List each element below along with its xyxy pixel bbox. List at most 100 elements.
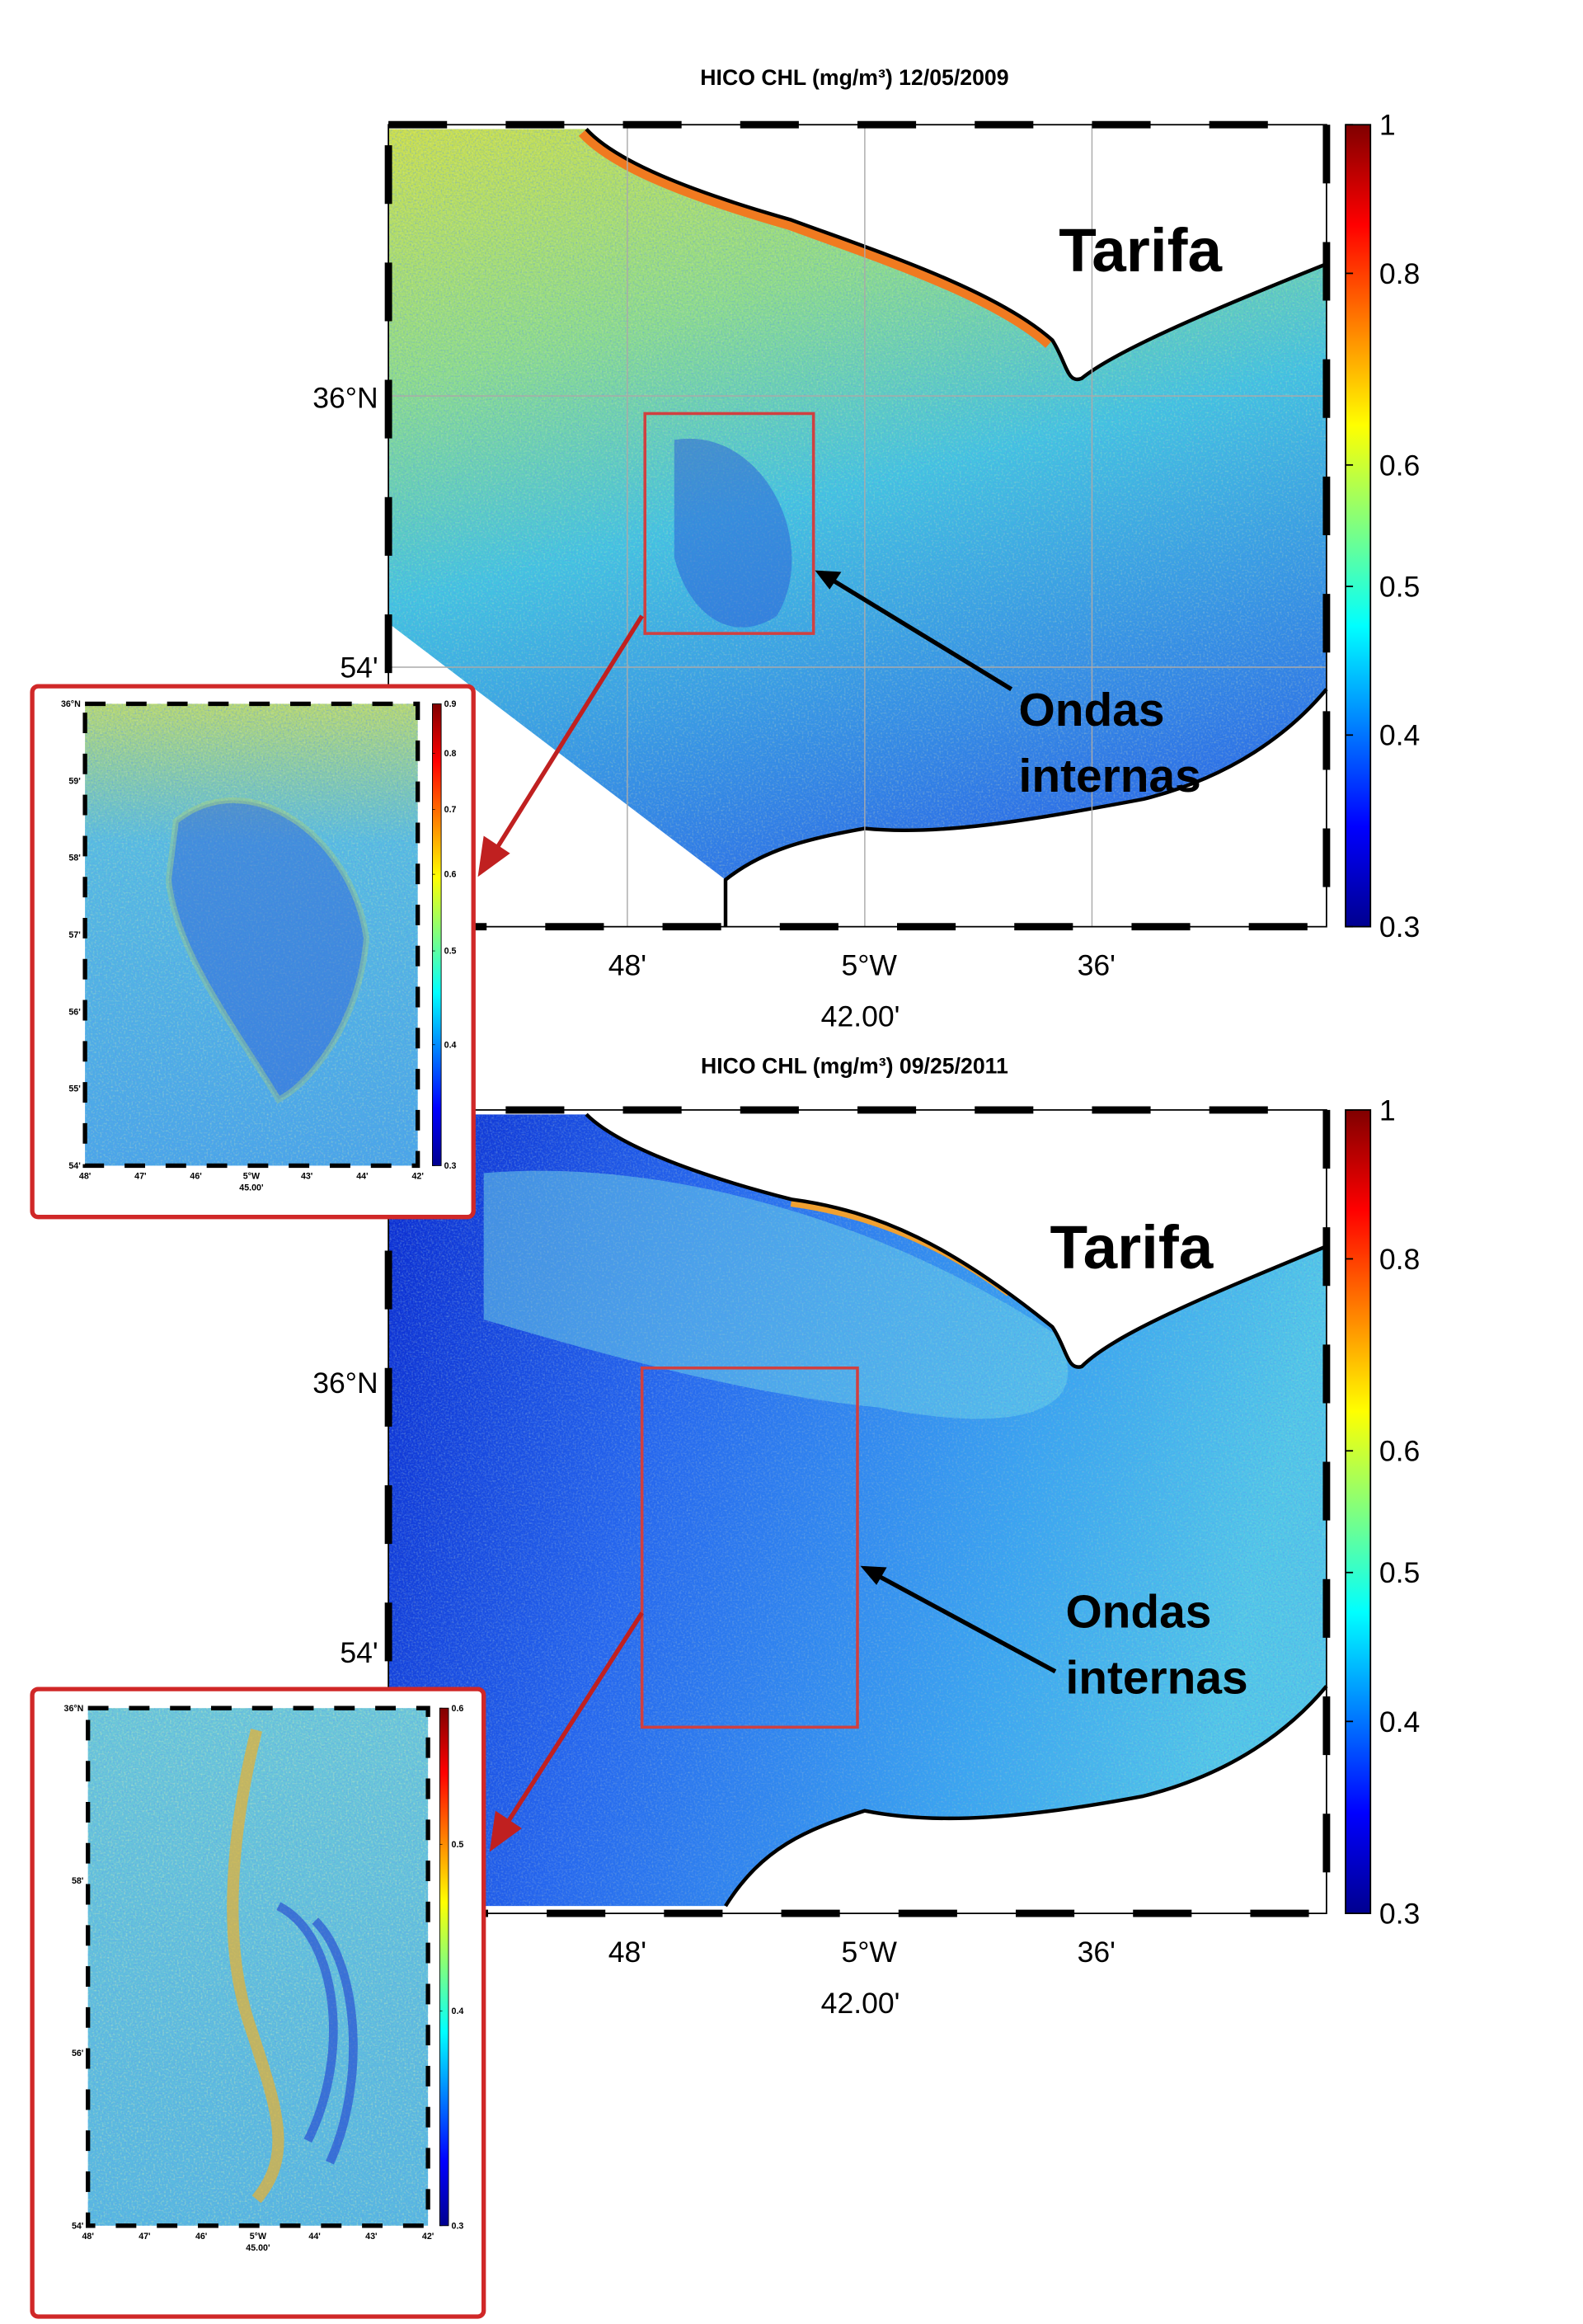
colorbar-label: 0.9	[444, 699, 457, 709]
zoom-box	[643, 412, 815, 635]
inset-labels: 36°N 59' 58' 57' 56' 55' 54'48' 47' 46' 5°W 43' 44'…	[61, 699, 424, 1193]
zoom-arrow-head	[477, 835, 510, 877]
inset-x-label: 47'	[139, 2232, 150, 2242]
inset-x-label: 44'	[356, 1171, 368, 1181]
title: HICO CHL (mg/m³) 12/05/2009	[700, 65, 1008, 90]
inset-y-label: 55'	[68, 1084, 80, 1094]
inset-x-label: 48'	[82, 2232, 93, 2242]
colorbar-label: 0.4	[1379, 719, 1420, 752]
inset-x-sublabel: 45.00'	[246, 2243, 270, 2253]
inset-x-label: 43'	[365, 2232, 377, 2242]
inset-x-label: 42'	[411, 1171, 423, 1181]
internal-wave	[674, 438, 792, 628]
inset-colorbar: 0.3 0.4 0.5 0.6	[439, 1704, 464, 2231]
colorbar-label: 0.4	[1379, 1705, 1420, 1738]
y-label: 54'	[340, 1636, 378, 1669]
x-label: 5°W	[841, 948, 897, 981]
arrow	[869, 1569, 1057, 1674]
x-sublabel: 42.00'	[821, 1000, 900, 1033]
inset-x-label: 47'	[134, 1171, 146, 1181]
inset-x-label: 5°W	[243, 1171, 261, 1181]
internal-wave	[165, 797, 370, 1104]
coastline	[723, 688, 1328, 927]
zoom-arrow	[504, 1611, 644, 1827]
inset-x-label: 42'	[422, 2232, 434, 2242]
inset-x-label: 46'	[195, 2232, 207, 2242]
inset-x-label: 48'	[79, 1171, 91, 1181]
colorbar-label: 0.6	[444, 870, 457, 880]
coastline	[585, 128, 1327, 382]
inset-map	[85, 703, 418, 1166]
colorbar-label: 0.8	[1379, 257, 1420, 290]
internal-wave	[227, 1729, 284, 2204]
coastline	[724, 1685, 1328, 1908]
annotation: internas	[1019, 750, 1201, 802]
inset-y-label: 57'	[68, 930, 80, 940]
inset-labels: 36°N 58' 56' 54'48' 47' 46' 5°W 44' 43' 42' 45.00'	[64, 1704, 435, 2253]
colorbar-label: 1	[1379, 109, 1396, 142]
colorbar-label: 0.5	[1379, 1556, 1420, 1589]
colorbar-label: 0.5	[452, 1840, 464, 1850]
frame-ticks	[384, 1106, 1331, 1917]
colorbar-label: 0.8	[444, 749, 457, 759]
y-label: 36°N	[312, 381, 378, 414]
y-label: 36°N	[312, 1367, 378, 1400]
x-label: 48'	[608, 948, 646, 981]
inset-x-label: 44'	[308, 2232, 320, 2242]
colorbar: 0.3 0.4 0.5 0.6 0.8 1	[1345, 1094, 1420, 1931]
colorbar-label: 0.5	[444, 947, 457, 957]
colorbar-label: 0.4	[444, 1040, 457, 1050]
inset-y-label: 59'	[68, 776, 80, 786]
colorbar-label: 0.5	[1379, 571, 1420, 604]
x-label: 48'	[608, 1936, 646, 1969]
zoom-arrow-head	[489, 1810, 522, 1852]
place-label: Tarifa	[1050, 1212, 1214, 1282]
inset-y-label: 54'	[72, 2221, 83, 2231]
x-label: 5°W	[841, 1936, 897, 1969]
inset-y-label: 36°N	[61, 699, 81, 709]
colorbar-label: 0.6	[452, 1704, 464, 1714]
colorbar-ramp	[431, 703, 442, 1166]
place-label: Tarifa	[1059, 215, 1222, 285]
inset-y-label: 58'	[68, 854, 80, 863]
colorbar-label: 0.3	[444, 1161, 457, 1171]
inset-y-label: 56'	[72, 2049, 83, 2058]
texture	[85, 703, 418, 1166]
coastline	[585, 1113, 1327, 1369]
internal-wave	[276, 1902, 358, 2165]
inset-x-label: 43'	[301, 1171, 312, 1181]
zoom-arrow	[493, 614, 644, 852]
colorbar: 0.3 0.4 0.5 0.6 0.8 1	[1345, 109, 1420, 943]
arrow	[822, 572, 1013, 691]
colorbar-label: 0.6	[1379, 1435, 1420, 1468]
x-label: 36'	[1078, 1936, 1116, 1969]
x-label: 36'	[1078, 948, 1116, 981]
grid	[388, 125, 1327, 927]
inset-x-sublabel: 45.00'	[239, 1183, 263, 1193]
colorbar-label: 0.6	[1379, 449, 1420, 482]
frame-ticks	[384, 120, 1331, 931]
inset-frame-ticks	[82, 701, 420, 1169]
inset-y-label: 54'	[68, 1161, 80, 1171]
colorbar-ramp	[1345, 1108, 1372, 1914]
colorbar-label: 0.4	[452, 2006, 464, 2016]
zoom-box	[640, 1367, 859, 1729]
title: HICO CHL (mg/m³) 09/25/2011	[701, 1053, 1008, 1078]
colorbar-label: 0.7	[444, 805, 457, 815]
annotation: Ondas	[1019, 684, 1165, 736]
arrow-head	[815, 570, 842, 590]
arrow-head	[860, 1565, 887, 1585]
colorbar-label: 0.3	[1379, 1898, 1420, 1931]
inset-colorbar: 0.3 0.4 0.5 0.6 0.7 0.8 0.9	[431, 699, 457, 1171]
colorbar-ramp	[439, 1707, 449, 2227]
annotation: Ondas	[1065, 1586, 1211, 1638]
inset-map	[87, 1708, 429, 2226]
colorbar-label: 0.3	[452, 2221, 464, 2231]
colorbar-label: 0.8	[1379, 1243, 1420, 1276]
colorbar-label: 0.3	[1379, 910, 1420, 943]
colorbar-label: 1	[1379, 1094, 1396, 1127]
x-sublabel: 42.00'	[821, 1987, 900, 2020]
inset-frame-ticks	[86, 1705, 430, 2228]
inset-y-label: 36°N	[64, 1704, 84, 1714]
